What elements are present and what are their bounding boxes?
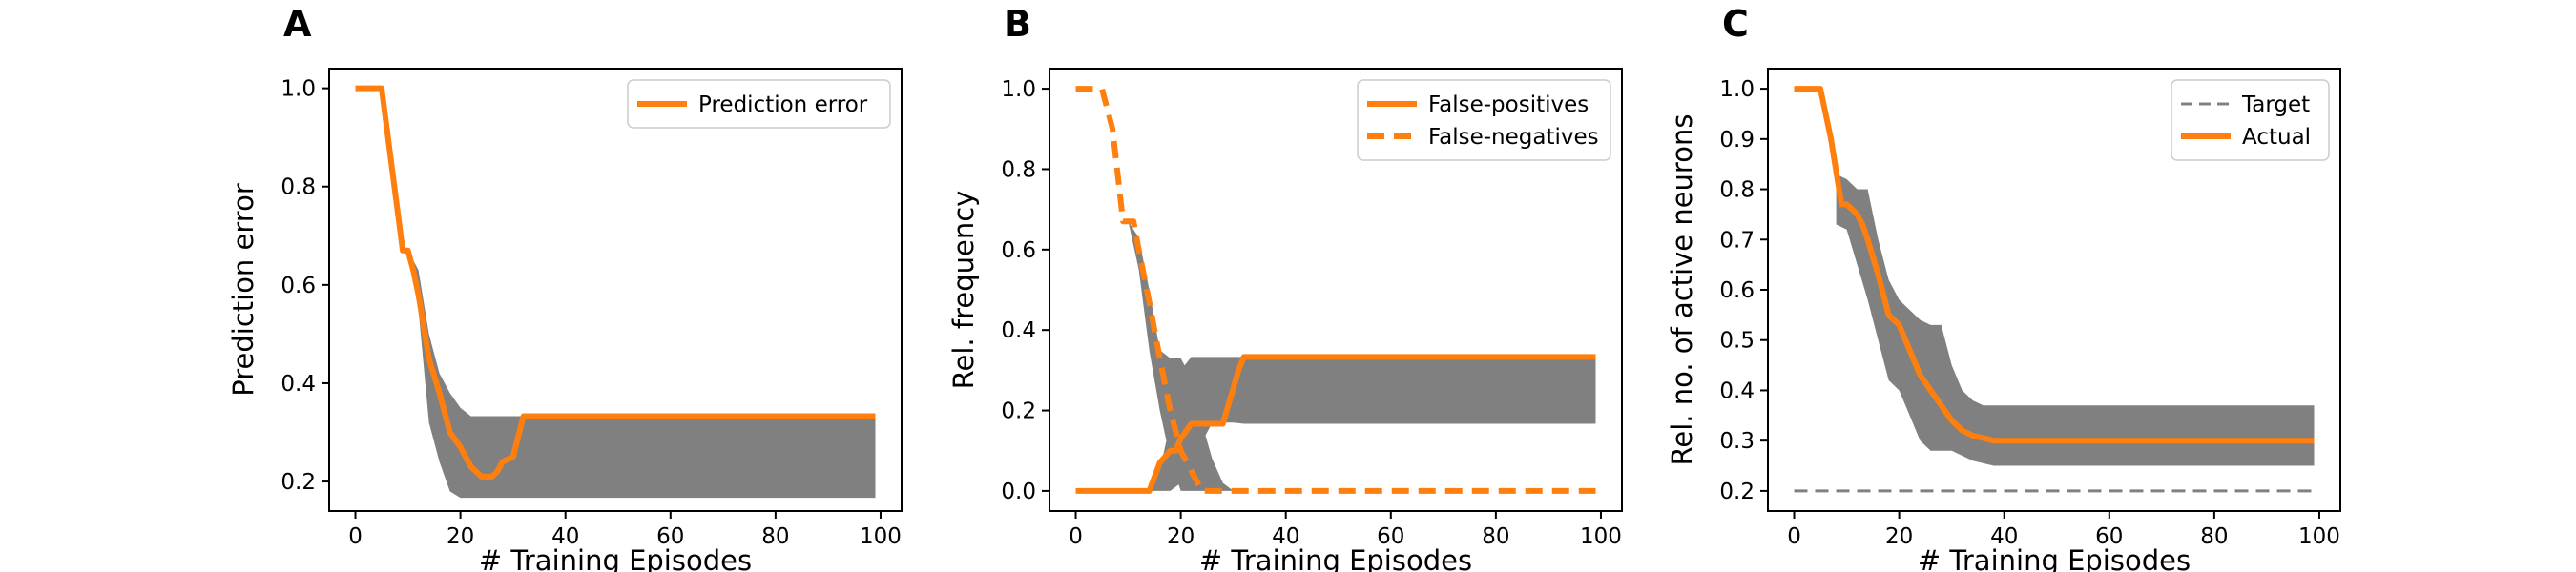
x-tick-label: 40 (1990, 524, 2018, 549)
x-tick-label: 0 (1787, 524, 1801, 549)
x-tick-label: 20 (1167, 524, 1195, 549)
y-tick-label: 0.5 (1719, 329, 1755, 354)
legend-label: False-positives (1428, 92, 1589, 117)
panel-A: A 0 20 40 60 80 100 0.2 0.4 0.6 0.8 1.0 # Training E… (227, 3, 903, 572)
legend-label: Prediction error (698, 92, 868, 117)
x-tick-label: 20 (447, 524, 474, 549)
plot-frame (1049, 68, 1623, 512)
panel-B: B 0 20 40 60 80 100 0.0 0.2 0.4 0.6 0.8 1.0 # Trainin… (947, 3, 1623, 572)
y-tick-label: 0.2 (1001, 399, 1036, 424)
y-tick-label: 0.2 (1719, 480, 1755, 504)
series-line-actual (1794, 86, 2315, 444)
x-axis-label: # Training Episodes (479, 544, 752, 572)
y-tick-label: 1.0 (280, 77, 316, 102)
x-tick-label: 100 (860, 524, 902, 549)
y-tick-label: 0.8 (1001, 157, 1036, 182)
series-line-false-positives (1075, 354, 1596, 494)
panel-C: C 0 20 40 60 80 100 0.2 0.3 0.4 0.5 0.6 0.7 0.8 0.9 1.0… (1666, 3, 2341, 572)
y-tick-label: 0.9 (1719, 128, 1755, 153)
legend: Target Actual (2171, 79, 2330, 161)
legend-label: False-negatives (1428, 125, 1599, 150)
x-tick-label: 80 (1482, 524, 1509, 549)
confidence-band-1 (407, 250, 876, 499)
x-tick-label: 40 (1272, 524, 1299, 549)
y-tick-label: 0.4 (1001, 318, 1036, 343)
x-tick-label: 60 (2095, 524, 2123, 549)
legend-label: Target (2241, 92, 2310, 117)
confidence-band-2 (1149, 357, 1596, 491)
panel-letter: A (283, 3, 312, 45)
legend: False-positives False-negatives (1357, 79, 1611, 161)
y-tick-label: 0.0 (1001, 480, 1036, 504)
x-tick-label: 80 (761, 524, 789, 549)
y-axis-label: Prediction error (227, 183, 260, 397)
x-tick-label: 100 (1580, 524, 1622, 549)
legend-box (2171, 79, 2330, 161)
y-tick-label: 0.6 (280, 274, 316, 298)
y-tick-label: 0.4 (1719, 378, 1755, 403)
y-tick-label: 0.4 (280, 372, 316, 397)
legend-box (627, 79, 891, 129)
legend-box (1357, 79, 1611, 161)
y-tick-label: 1.0 (1001, 77, 1036, 102)
y-tick-label: 0.2 (280, 470, 316, 495)
y-tick-label: 0.3 (1719, 429, 1755, 454)
legend-label: Actual (2242, 125, 2311, 150)
y-tick-label: 0.6 (1001, 238, 1036, 263)
x-tick-label: 0 (1069, 524, 1083, 549)
series-line-prediction-error (355, 85, 876, 480)
x-axis-label: # Training Episodes (1918, 544, 2191, 572)
y-tick-label: 0.8 (1719, 178, 1755, 203)
y-tick-label: 1.0 (1719, 77, 1755, 102)
x-tick-label: 20 (1885, 524, 1913, 549)
x-tick-label: 0 (348, 524, 363, 549)
x-axis-label: # Training Episodes (1199, 544, 1472, 572)
confidence-band-1 (1836, 174, 2315, 466)
panel-letter: B (1004, 3, 1031, 45)
x-tick-label: 40 (551, 524, 579, 549)
x-tick-label: 80 (2200, 524, 2228, 549)
y-axis-label: Rel. no. of active neurons (1666, 114, 1698, 466)
y-axis-label: Rel. frequency (947, 191, 980, 390)
y-tick-label: 0.6 (1719, 278, 1755, 303)
x-tick-label: 100 (2298, 524, 2340, 549)
y-tick-label: 0.8 (280, 175, 316, 200)
plot-frame (328, 68, 903, 512)
series-line-false-negatives (1075, 86, 1596, 494)
x-tick-label: 60 (656, 524, 684, 549)
x-tick-label: 60 (1377, 524, 1404, 549)
legend: Prediction error (627, 79, 891, 129)
panel-letter: C (1722, 3, 1749, 45)
y-tick-label: 0.7 (1719, 228, 1755, 253)
